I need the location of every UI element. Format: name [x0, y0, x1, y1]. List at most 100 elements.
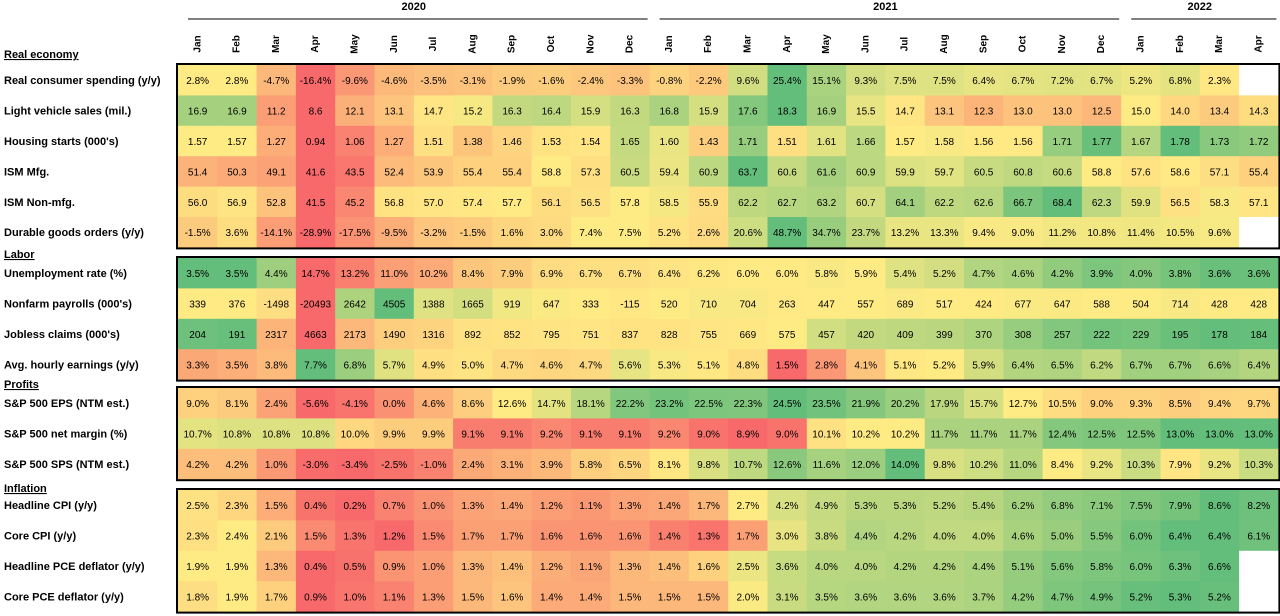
heatmap-cell — [178, 125, 218, 157]
heatmap-cell — [295, 490, 336, 521]
cell-value: 1.8% — [186, 592, 209, 603]
cell-value: 1.7% — [265, 592, 288, 603]
heatmap-cell — [964, 581, 1004, 613]
heatmap-cell — [767, 349, 808, 381]
heatmap-cell — [571, 388, 611, 419]
cell-value: 16.9 — [188, 107, 208, 118]
cell-value: 588 — [1093, 300, 1110, 311]
row-label-ism-mfg: ISM Mfg. — [4, 166, 49, 178]
cell-value: 62.3 — [1092, 198, 1112, 209]
cell-value: 17.9% — [930, 399, 958, 410]
heatmap-cell — [649, 156, 690, 188]
cell-value: 1.1% — [579, 501, 602, 512]
cell-value: 56.0 — [188, 198, 208, 209]
heatmap-cell — [217, 288, 258, 320]
month-label: Aug — [467, 34, 478, 53]
heatmap-cell — [728, 217, 768, 248]
heatmap-cell — [1003, 288, 1044, 320]
cell-value: 557 — [857, 300, 874, 311]
heatmap-cell — [492, 418, 533, 450]
heatmap-cell — [335, 217, 375, 248]
cell-value: 13.4 — [1210, 107, 1230, 118]
cell-value: 4.7% — [972, 269, 995, 280]
year-label-2021: 2021 — [873, 1, 897, 13]
cell-value: 1.3% — [619, 501, 642, 512]
heatmap-cell — [1199, 388, 1240, 419]
heatmap-cell — [610, 258, 651, 289]
cell-value: 4.4% — [854, 532, 877, 543]
cell-value: 0.2% — [343, 501, 366, 512]
cell-value: 57.4 — [463, 198, 483, 209]
cell-value: 6.7% — [1090, 76, 1113, 87]
cell-value: -2.4% — [578, 76, 604, 87]
heatmap-cell — [217, 349, 258, 381]
cell-value: 6.2% — [697, 269, 720, 280]
cell-value: 66.7 — [1013, 198, 1033, 209]
heatmap-cell — [571, 156, 611, 188]
cell-value: 5.4% — [894, 269, 917, 280]
cell-value: 12.7% — [1009, 399, 1037, 410]
cell-value: 184 — [1250, 330, 1267, 341]
cell-value: 647 — [543, 300, 560, 311]
cell-value: 8.4% — [461, 269, 484, 280]
cell-value: 14.3 — [1249, 107, 1269, 118]
heatmap-cell — [1160, 388, 1201, 419]
cell-value: 5.2% — [658, 228, 681, 239]
heatmap-cell — [178, 217, 218, 248]
heatmap-cell — [924, 95, 965, 127]
cell-value: 14.0 — [1170, 107, 1190, 118]
heatmap-cell — [217, 520, 258, 552]
heatmap-cell — [453, 95, 493, 127]
cell-value: 1.7% — [697, 501, 720, 512]
heatmap-cell — [217, 125, 258, 157]
heatmap-cell — [649, 258, 690, 289]
row-label-s-p-500-sps-ntm-est: S&P 500 SPS (NTM est.) — [4, 459, 129, 471]
heatmap-cell — [964, 95, 1004, 127]
cell-value: -1498 — [263, 300, 289, 311]
heatmap-cell — [885, 95, 926, 127]
heatmap-cell — [885, 156, 926, 188]
heatmap-cell — [610, 288, 651, 320]
heatmap-cell — [964, 318, 1004, 350]
heatmap-cell — [374, 388, 415, 419]
heatmap-cell — [688, 156, 729, 188]
cell-value: 55.9 — [699, 198, 719, 209]
cell-value: 5.2% — [933, 501, 956, 512]
heatmap-cell — [1081, 156, 1122, 188]
heatmap-cell — [413, 258, 454, 289]
heatmap-cell — [846, 581, 886, 613]
cell-value: 837 — [622, 330, 639, 341]
heatmap-cell — [1121, 418, 1161, 450]
heatmap-cell — [1121, 388, 1161, 419]
cell-value: 428 — [1250, 300, 1267, 311]
cell-value: 1.4% — [658, 532, 681, 543]
heatmap-cell — [571, 448, 611, 480]
cell-value: -17.5% — [339, 228, 371, 239]
heatmap-cell — [649, 418, 690, 450]
heatmap-cell — [178, 490, 218, 521]
row-label-durable-goods-orders-y-y: Durable goods orders (y/y) — [4, 227, 144, 239]
heatmap-cell — [885, 550, 926, 582]
cell-value: 5.1% — [894, 360, 917, 371]
cell-value: 57.8 — [620, 198, 640, 209]
heatmap-cell — [846, 418, 886, 450]
cell-value: 1.3% — [619, 562, 642, 573]
heatmap-cell — [217, 418, 258, 450]
cell-value: 13.0 — [1013, 107, 1033, 118]
cell-value: 677 — [1015, 300, 1032, 311]
heatmap-cell — [1239, 258, 1279, 289]
heatmap-cell — [728, 388, 768, 419]
cell-value: 2.5% — [186, 501, 209, 512]
heatmap-cell — [885, 448, 926, 480]
cell-value: 10.2% — [891, 430, 919, 441]
heatmap-cell — [1239, 186, 1279, 218]
heatmap-cell — [335, 550, 375, 582]
cell-value: 11.6% — [813, 460, 841, 471]
heatmap-cell — [492, 388, 533, 419]
month-label: Apr — [310, 35, 321, 52]
heatmap-cell — [924, 388, 965, 419]
cell-value: 7.5% — [619, 228, 642, 239]
cell-value: 9.0% — [776, 430, 799, 441]
heatmap-cell — [688, 65, 729, 96]
heatmap-cell — [767, 550, 808, 582]
